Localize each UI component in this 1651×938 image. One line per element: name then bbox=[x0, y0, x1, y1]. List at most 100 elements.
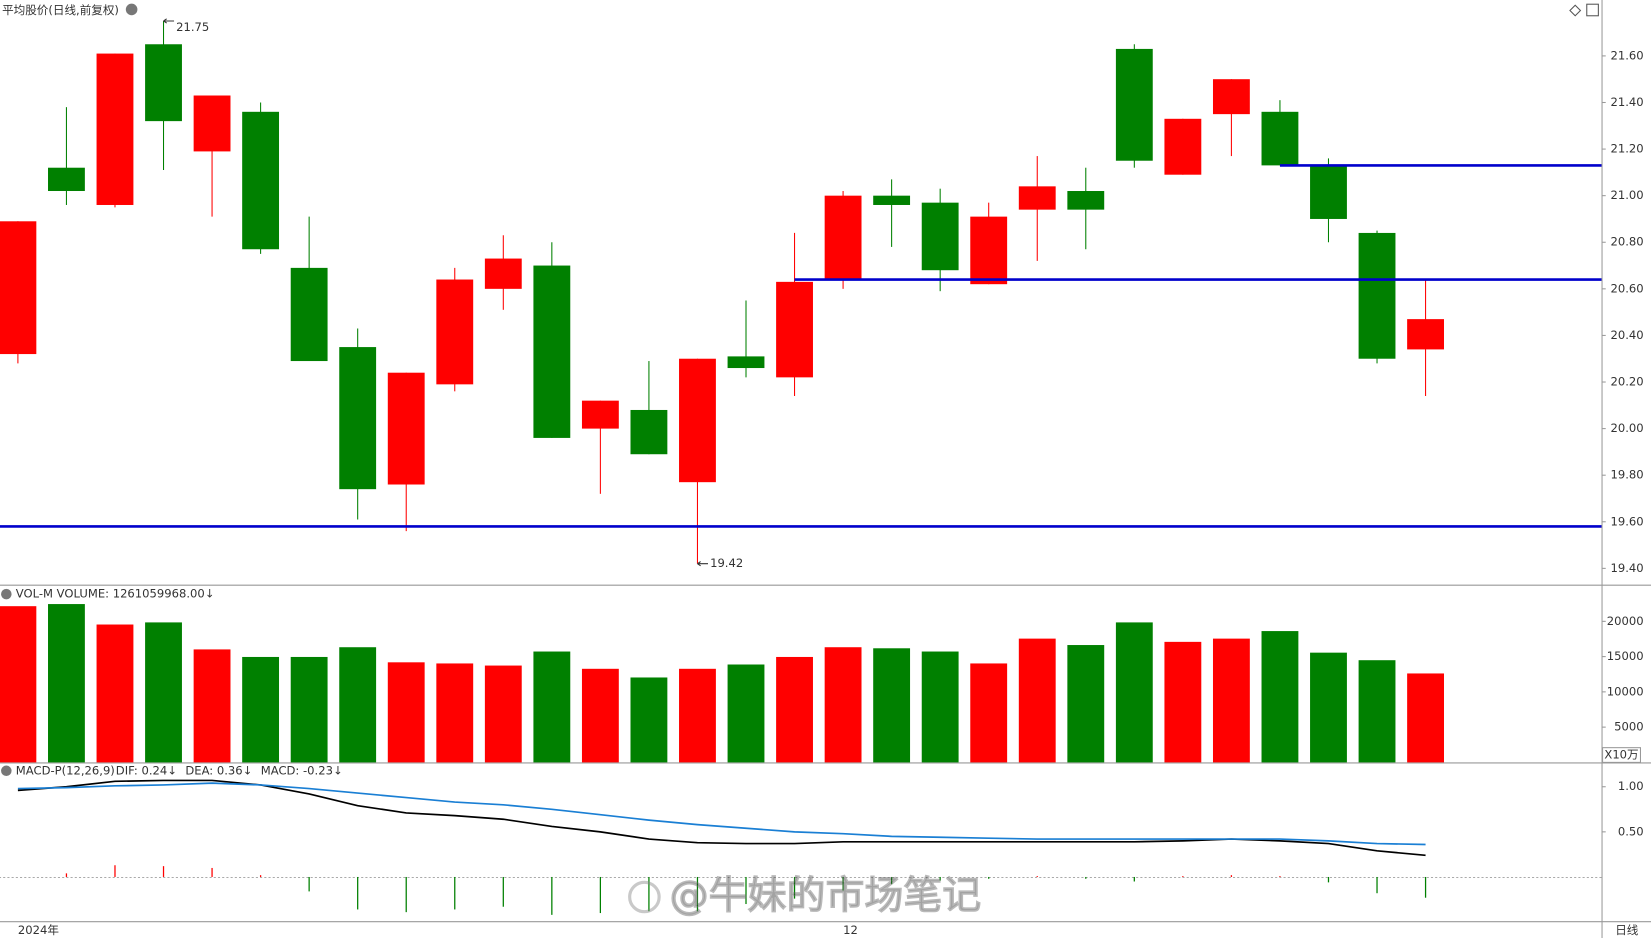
candle-body bbox=[679, 358, 716, 483]
series-label: MACD: -0.23↓ bbox=[261, 763, 343, 777]
volume-bar bbox=[630, 677, 668, 763]
y-tick-label: 20.40 bbox=[1610, 328, 1643, 342]
y-tick-label: 21.20 bbox=[1610, 142, 1643, 156]
candle-body bbox=[193, 95, 231, 152]
watermark-logo bbox=[628, 880, 661, 914]
volume-header: VOL-M VOLUME: 1261059968.00↓ bbox=[16, 587, 215, 601]
candle-body bbox=[0, 221, 37, 355]
candle-body bbox=[436, 279, 474, 385]
volume-bar bbox=[1115, 622, 1153, 763]
watermark: @牛妹的市场笔记 bbox=[670, 874, 982, 919]
y-tick-label: 19.40 bbox=[1610, 561, 1643, 575]
candle-body bbox=[1164, 118, 1202, 175]
y-tick-label: 20000 bbox=[1607, 614, 1644, 628]
candle-body bbox=[581, 400, 619, 429]
volume-bar bbox=[145, 622, 182, 763]
y-tick-label: 20.80 bbox=[1610, 235, 1643, 249]
volume-bar bbox=[727, 664, 765, 763]
macd-line bbox=[17, 782, 1426, 846]
volume-bar bbox=[339, 647, 377, 763]
volume-bar bbox=[193, 649, 231, 763]
candle-body bbox=[387, 372, 425, 485]
icon bbox=[1, 765, 12, 777]
candle-body bbox=[484, 258, 522, 289]
candle-body bbox=[48, 167, 85, 192]
icon bbox=[1, 588, 12, 600]
y-tick-label: 21.60 bbox=[1610, 48, 1643, 62]
volume-bar bbox=[581, 668, 619, 763]
candle-body bbox=[776, 281, 813, 378]
volume-bar bbox=[96, 624, 134, 763]
annotation-arrow bbox=[697, 561, 708, 567]
series-label: DEA: 0.36↓ bbox=[185, 763, 252, 777]
candle-body bbox=[1358, 232, 1396, 359]
y-tick-label: 20.00 bbox=[1610, 421, 1643, 435]
icon[interactable] bbox=[1569, 4, 1582, 17]
period-label: 日线 bbox=[1615, 923, 1639, 937]
y-tick-label: 19.60 bbox=[1610, 514, 1643, 528]
volume-bar bbox=[533, 651, 571, 763]
macd-header: MACD-P(12,26,9) bbox=[16, 763, 115, 777]
volume-bar bbox=[436, 663, 474, 763]
volume-bar bbox=[290, 656, 328, 763]
volume-bar bbox=[48, 604, 85, 763]
y-tick-label: 15000 bbox=[1607, 649, 1644, 663]
candle-body bbox=[630, 409, 668, 455]
volume-bar bbox=[1212, 638, 1250, 763]
candle-body bbox=[533, 265, 571, 438]
y-tick-label: 5000 bbox=[1614, 720, 1643, 734]
volume-bar bbox=[1261, 631, 1299, 763]
icon bbox=[125, 3, 138, 16]
y-tick-label: 1.00 bbox=[1618, 779, 1644, 793]
volume-bar bbox=[1164, 641, 1202, 763]
volume-unit: X10万 bbox=[1604, 748, 1638, 762]
x-tick-label: 12 bbox=[843, 923, 858, 937]
candle-body bbox=[1115, 48, 1153, 161]
candle-body bbox=[727, 356, 765, 369]
candle-body bbox=[921, 202, 959, 271]
candle-body bbox=[1261, 111, 1299, 166]
candle-body bbox=[1310, 165, 1347, 219]
volume-bar bbox=[1358, 660, 1396, 763]
candle-body bbox=[1018, 186, 1056, 210]
volume-bar bbox=[1067, 645, 1105, 763]
volume-bar bbox=[1310, 652, 1347, 763]
y-tick-label: 20.60 bbox=[1610, 281, 1643, 295]
candle-body bbox=[96, 53, 134, 205]
x-tick-label: 2024年 bbox=[18, 923, 59, 937]
annotation-arrow bbox=[163, 18, 175, 24]
candle-body bbox=[1407, 319, 1444, 350]
extreme-label: 21.75 bbox=[176, 20, 209, 34]
volume-bar bbox=[1407, 673, 1444, 763]
series-label: DIF: 0.24↓ bbox=[116, 763, 177, 777]
volume-bar bbox=[1018, 638, 1056, 763]
candle-body bbox=[145, 44, 182, 122]
candle-body bbox=[290, 267, 328, 362]
y-tick-label: 20.20 bbox=[1610, 375, 1643, 389]
watermark-group: @牛妹的市场笔记 bbox=[628, 873, 982, 919]
extreme-label: 19.42 bbox=[710, 556, 743, 570]
y-tick-label: 10000 bbox=[1607, 684, 1644, 698]
volume-bar bbox=[970, 663, 1008, 763]
volume-bar bbox=[0, 606, 37, 763]
candle-body bbox=[1067, 191, 1105, 210]
candle-body bbox=[873, 195, 911, 205]
candle-body bbox=[824, 195, 862, 280]
volume-bar bbox=[824, 647, 862, 763]
y-tick-label: 21.00 bbox=[1610, 188, 1643, 202]
candle-body bbox=[1212, 79, 1250, 115]
volume-bar bbox=[776, 656, 813, 763]
candle-body bbox=[339, 347, 377, 490]
y-tick-label: 21.40 bbox=[1610, 95, 1643, 109]
y-tick-label: 19.80 bbox=[1610, 468, 1643, 482]
header-icons bbox=[1, 3, 1599, 777]
volume-bar bbox=[873, 648, 911, 763]
y-tick-label: 0.50 bbox=[1618, 824, 1644, 838]
candle-body bbox=[242, 111, 280, 250]
volume-bar bbox=[242, 656, 280, 763]
icon[interactable] bbox=[1586, 3, 1599, 17]
volume-bar bbox=[387, 662, 425, 763]
